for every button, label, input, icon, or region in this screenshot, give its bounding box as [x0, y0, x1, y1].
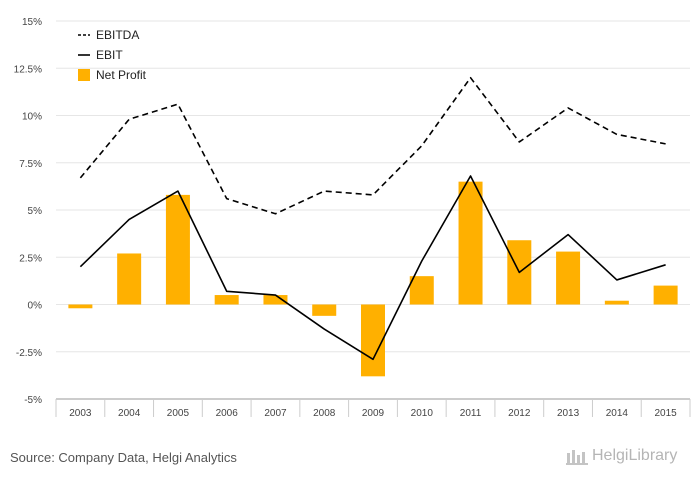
x-axis: 2003 2004 2005 2006 2007 2008 2009 2010 2011 2012… — [55, 398, 691, 419]
logo-text: HelgiLibrary — [592, 447, 678, 464]
x-tick-label: 2007 — [264, 408, 287, 419]
net-profit-bar — [556, 251, 581, 305]
source-note: Source: Company Data, Helgi Analytics — [10, 450, 237, 465]
net-profit-bar — [312, 304, 337, 316]
y-tick-label: 15% — [22, 17, 42, 28]
x-tick-label: 2009 — [362, 408, 385, 419]
ebitda-line — [79, 76, 666, 215]
x-tick-label: 2013 — [557, 408, 580, 419]
net-profit-bar — [214, 295, 239, 305]
x-tick-label: 2012 — [508, 408, 531, 419]
net-profit-bar — [458, 181, 483, 305]
y-tick-label: 12.5% — [14, 64, 42, 75]
net-profit-bar — [409, 276, 434, 305]
y-tick-label: 10% — [22, 112, 42, 123]
legend: EBITDA EBIT Net Profit — [78, 28, 147, 82]
y-tick-label: 2.5% — [19, 253, 42, 264]
x-tick-label: 2010 — [411, 408, 434, 419]
x-tick-label: 2006 — [216, 408, 239, 419]
x-tick-label: 2004 — [118, 408, 141, 419]
net-profit-bar — [117, 253, 142, 305]
net-profit-bar — [653, 285, 678, 305]
y-tick-label: 7.5% — [19, 159, 42, 170]
bar-series — [68, 181, 678, 377]
net-profit-bar — [165, 194, 190, 305]
legend-label: EBITDA — [96, 28, 139, 42]
legend-label: EBIT — [96, 48, 123, 62]
line-series — [79, 76, 666, 361]
library-icon — [566, 450, 588, 465]
y-tick-label: -2.5% — [16, 348, 42, 359]
x-tick-label: 2003 — [69, 408, 92, 419]
x-tick-label: 2014 — [606, 408, 629, 419]
x-tick-label: 2015 — [654, 408, 677, 419]
ebit-line — [79, 175, 666, 361]
y-tick-label: 0% — [28, 301, 43, 312]
y-axis-ticks: 15% 12.5% 10% 7.5% 5% 2.5% 0% -2.5% -5% — [14, 17, 42, 406]
chart: 15% 12.5% 10% 7.5% 5% 2.5% 0% -2.5% -5% 2003 2004… — [14, 17, 691, 419]
y-tick-label: -5% — [24, 395, 42, 406]
helgi-library-logo: HelgiLibrary — [566, 447, 677, 465]
y-tick-label: 5% — [28, 206, 43, 217]
net-profit-bar — [263, 295, 288, 305]
x-tick-label: 2011 — [460, 408, 482, 419]
legend-label: Net Profit — [96, 68, 147, 82]
net-profit-bar — [604, 300, 629, 305]
net-profit-bar — [68, 304, 93, 309]
x-tick-label: 2005 — [167, 408, 190, 419]
x-tick-label: 2008 — [313, 408, 336, 419]
net-profit-bar — [361, 304, 385, 377]
legend-swatch — [78, 69, 90, 81]
